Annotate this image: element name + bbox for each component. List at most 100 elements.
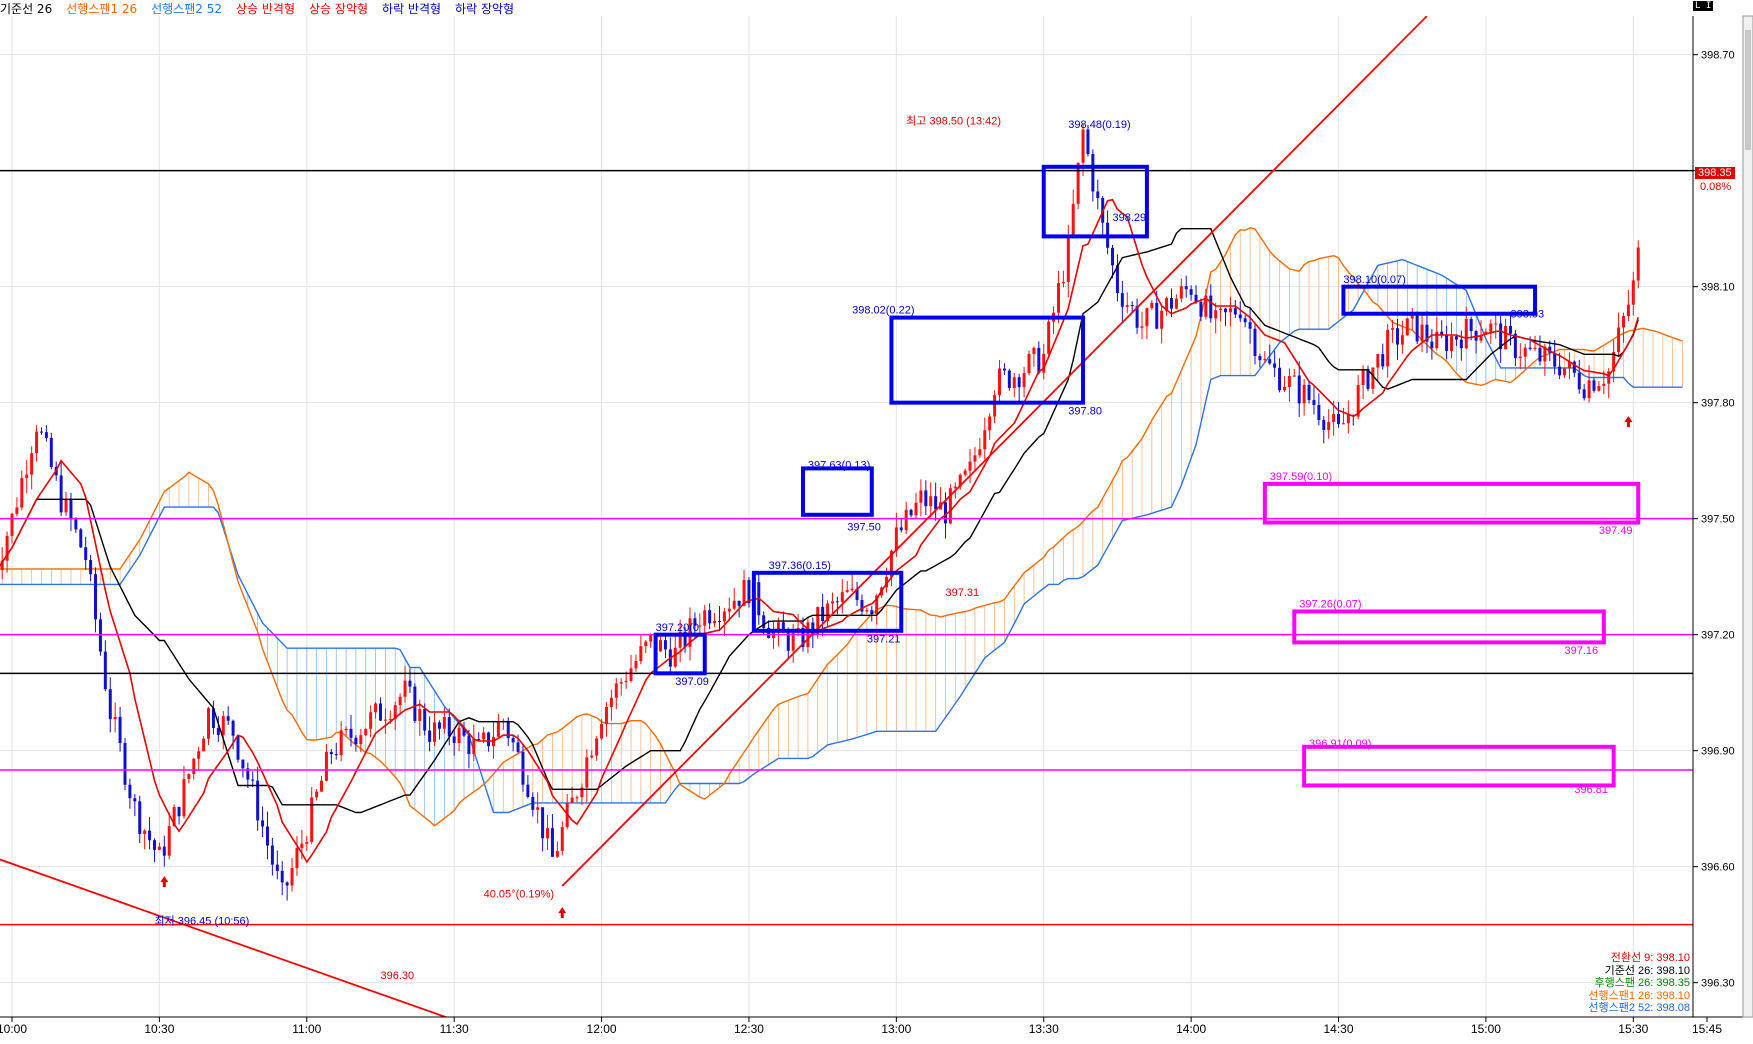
candle-body xyxy=(1504,325,1508,350)
candle-body xyxy=(693,618,697,626)
zone-box[interactable] xyxy=(751,570,904,633)
candle-body xyxy=(79,529,83,548)
zone-box[interactable] xyxy=(1262,481,1641,525)
candle-body xyxy=(889,550,893,577)
price-annotation: 396.81 xyxy=(1574,784,1608,796)
candle-body xyxy=(157,846,161,850)
candle-body xyxy=(732,600,736,609)
trendline[interactable] xyxy=(561,16,1428,887)
zone-box[interactable] xyxy=(653,632,707,676)
legend-item-kijun: 기준선 26 xyxy=(0,2,53,16)
y-tick-label: 398.70 xyxy=(1701,50,1735,62)
candle-body xyxy=(1405,318,1409,336)
candle-body xyxy=(207,708,211,739)
candle-body xyxy=(354,737,358,745)
candle-body xyxy=(1361,368,1365,386)
candle-body xyxy=(511,738,515,743)
candle-body xyxy=(580,787,584,798)
legend-item-bull-engulf: 상승 장악형 xyxy=(309,2,369,16)
candle-body xyxy=(816,606,820,634)
candle-body xyxy=(1337,413,1341,425)
candle-body xyxy=(840,592,844,602)
vertical-scrollbar[interactable] xyxy=(1742,15,1753,1018)
candle-body xyxy=(678,631,682,648)
candle-body xyxy=(1450,336,1454,351)
candle-body xyxy=(457,727,461,743)
candle-body xyxy=(1513,333,1517,359)
candle-body xyxy=(1626,304,1630,317)
candle-body xyxy=(1150,302,1154,309)
candle-body xyxy=(1209,295,1213,319)
price-annotation: 398.48(0.19) xyxy=(1068,119,1130,131)
zone-box[interactable] xyxy=(1041,164,1149,239)
price-annotation: 40.05°(0.19%) xyxy=(484,889,554,901)
candle-body xyxy=(172,806,176,827)
zone-box[interactable] xyxy=(889,315,1086,405)
candle-body xyxy=(683,631,687,647)
candle-body xyxy=(236,735,240,760)
price-annotation: 397.16 xyxy=(1565,645,1599,657)
y-tick-label: 397.50 xyxy=(1701,514,1735,526)
candle-body xyxy=(187,774,191,780)
candle-body xyxy=(388,718,392,720)
candle-body xyxy=(1248,322,1252,329)
candle-body xyxy=(1047,321,1051,354)
candle-body xyxy=(442,717,446,729)
candle-body xyxy=(433,722,437,742)
candle-body xyxy=(531,796,535,810)
candle-body xyxy=(275,864,279,871)
x-tick-label: 11:30 xyxy=(440,1022,469,1036)
candle-body xyxy=(560,827,564,851)
candle-body xyxy=(521,751,525,785)
candle-body xyxy=(364,728,368,736)
candle-body xyxy=(1002,368,1006,371)
scrollbar-thumb[interactable] xyxy=(1745,30,1751,150)
candle-body xyxy=(138,801,142,834)
candle-body xyxy=(1273,363,1277,368)
x-tick-label: 10:30 xyxy=(144,1022,174,1036)
candle-body xyxy=(1292,375,1296,377)
x-tick-label: 15:30 xyxy=(1618,1022,1648,1036)
candle-body xyxy=(973,455,977,462)
candle-body xyxy=(850,588,854,591)
price-annotation: 최저 396.45 (10:56) xyxy=(154,915,249,928)
price-annotation: 397.80 xyxy=(1068,405,1102,417)
candle-body xyxy=(550,828,554,857)
candle-body xyxy=(437,722,441,729)
zone-box[interactable] xyxy=(1341,284,1538,316)
price-annotation: 397.36(0.15) xyxy=(769,560,831,572)
candle-body xyxy=(865,610,869,612)
candle-body xyxy=(909,509,913,516)
candle-body xyxy=(197,751,201,759)
candle-body xyxy=(280,870,284,883)
candle-body xyxy=(1056,283,1060,313)
candle-body xyxy=(722,611,726,622)
candle-body xyxy=(644,641,648,647)
zone-box[interactable] xyxy=(1302,744,1616,788)
axis-scale-toggle[interactable]: L I xyxy=(1693,1,1714,11)
candle-body xyxy=(1194,294,1198,302)
candle-body xyxy=(1567,361,1571,369)
candle-body xyxy=(1341,423,1345,425)
candle-body xyxy=(334,754,338,756)
trendline[interactable] xyxy=(0,855,567,1044)
zone-box[interactable] xyxy=(801,466,874,517)
candle-body xyxy=(1243,318,1247,323)
candle-body xyxy=(1071,203,1075,235)
stat-span1: 선행스팬1 26: 398.10 xyxy=(1588,989,1690,1002)
candle-body xyxy=(1327,421,1331,430)
y-tick-label: 397.20 xyxy=(1701,630,1735,642)
candle-body xyxy=(1125,305,1129,307)
candle-body xyxy=(369,712,373,729)
zone-box[interactable] xyxy=(1292,609,1606,645)
candle-body xyxy=(811,622,815,634)
candle-body xyxy=(1346,414,1350,424)
candle-body xyxy=(383,719,387,721)
candle-body xyxy=(94,574,98,620)
candle-body xyxy=(968,461,972,471)
candle-body xyxy=(609,697,613,707)
candle-body xyxy=(74,519,78,530)
candle-body xyxy=(585,757,589,788)
candle-body xyxy=(1563,368,1567,376)
